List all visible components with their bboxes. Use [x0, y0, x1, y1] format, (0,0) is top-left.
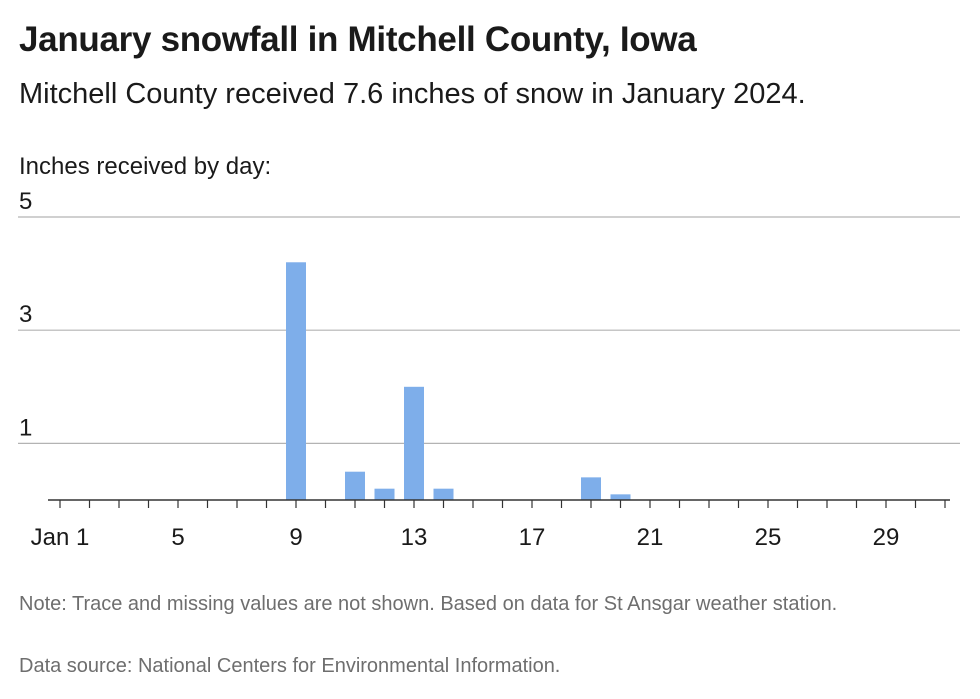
bar-chart: 135 Jan 1 5 9 13 17 21 25 29	[18, 188, 960, 551]
x-tick-label: 21	[637, 524, 664, 551]
y-tick-label: 1	[19, 414, 32, 441]
data-source: Data source: National Centers for Enviro…	[19, 655, 561, 677]
x-tick-label: 13	[401, 524, 428, 551]
bars	[286, 262, 631, 500]
bar	[610, 494, 631, 500]
bar	[286, 262, 306, 500]
bar	[404, 386, 424, 500]
x-axis: Jan 1 5 9 13 17 21 25 29	[31, 499, 950, 551]
bar	[374, 488, 395, 500]
x-tick-label: 17	[519, 524, 546, 551]
bar	[433, 488, 454, 500]
chart-note: Note: Trace and missing values are not s…	[19, 593, 838, 615]
y-axis-label: Inches received by day:	[19, 153, 272, 180]
chart-subtitle: Mitchell County received 7.6 inches of s…	[19, 78, 806, 110]
y-tick-label: 3	[19, 301, 32, 328]
x-tick-label: 5	[171, 524, 184, 551]
bar	[345, 471, 365, 500]
x-tick-label: 9	[289, 524, 302, 551]
y-tick-label: 5	[19, 188, 32, 215]
bar	[581, 477, 601, 500]
x-tick-label: Jan 1	[31, 524, 90, 551]
x-tick-label: 29	[873, 524, 900, 551]
gridlines: 1 3 5	[18, 188, 960, 444]
x-tick-label: 25	[755, 524, 782, 551]
chart-title: January snowfall in Mitchell County, Iow…	[19, 20, 697, 59]
